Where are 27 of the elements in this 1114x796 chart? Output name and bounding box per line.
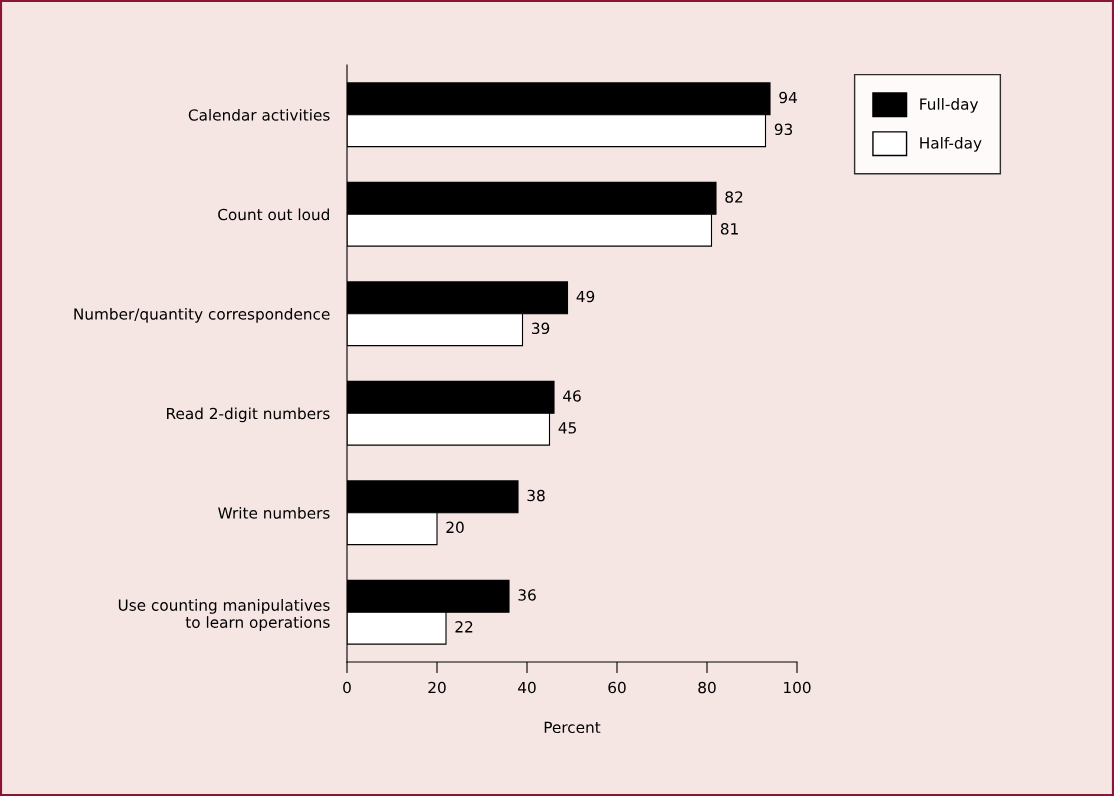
y-tick-label: Write numbers	[218, 506, 330, 519]
y-tick-label: Use counting manipulatives to learn operations	[118, 599, 330, 631]
data-label: 46	[563, 390, 581, 402]
data-label: 20	[446, 521, 464, 534]
data-label: 45	[558, 422, 576, 434]
x-tick-label: 20	[428, 681, 446, 694]
y-tick-label: Count out loud	[218, 208, 329, 221]
data-label: 94	[779, 91, 797, 104]
y-tick-label: Read 2-digit numbers	[167, 407, 330, 423]
x-axis-title: Percent	[544, 721, 601, 734]
y-tick-label: Number/quantity correspondence	[74, 307, 330, 323]
x-tick-label: 80	[698, 681, 716, 694]
data-label: 39	[532, 322, 550, 335]
x-tick-label: 60	[608, 681, 626, 694]
data-label: 81	[720, 223, 738, 235]
x-tick-label: 0	[343, 681, 351, 694]
y-tick-label: Calendar activities	[188, 108, 330, 121]
legend-label: Half-day	[920, 136, 982, 152]
data-label: 36	[518, 589, 536, 601]
legend-label: Full-day	[920, 98, 979, 113]
data-label: 49	[576, 290, 595, 303]
data-label: 38	[527, 489, 545, 502]
x-tick-label: 40	[518, 681, 536, 694]
data-label: 82	[725, 191, 743, 203]
data-label: 93	[774, 123, 793, 136]
data-label: 22	[455, 621, 473, 633]
x-tick-label: 100	[784, 681, 811, 694]
